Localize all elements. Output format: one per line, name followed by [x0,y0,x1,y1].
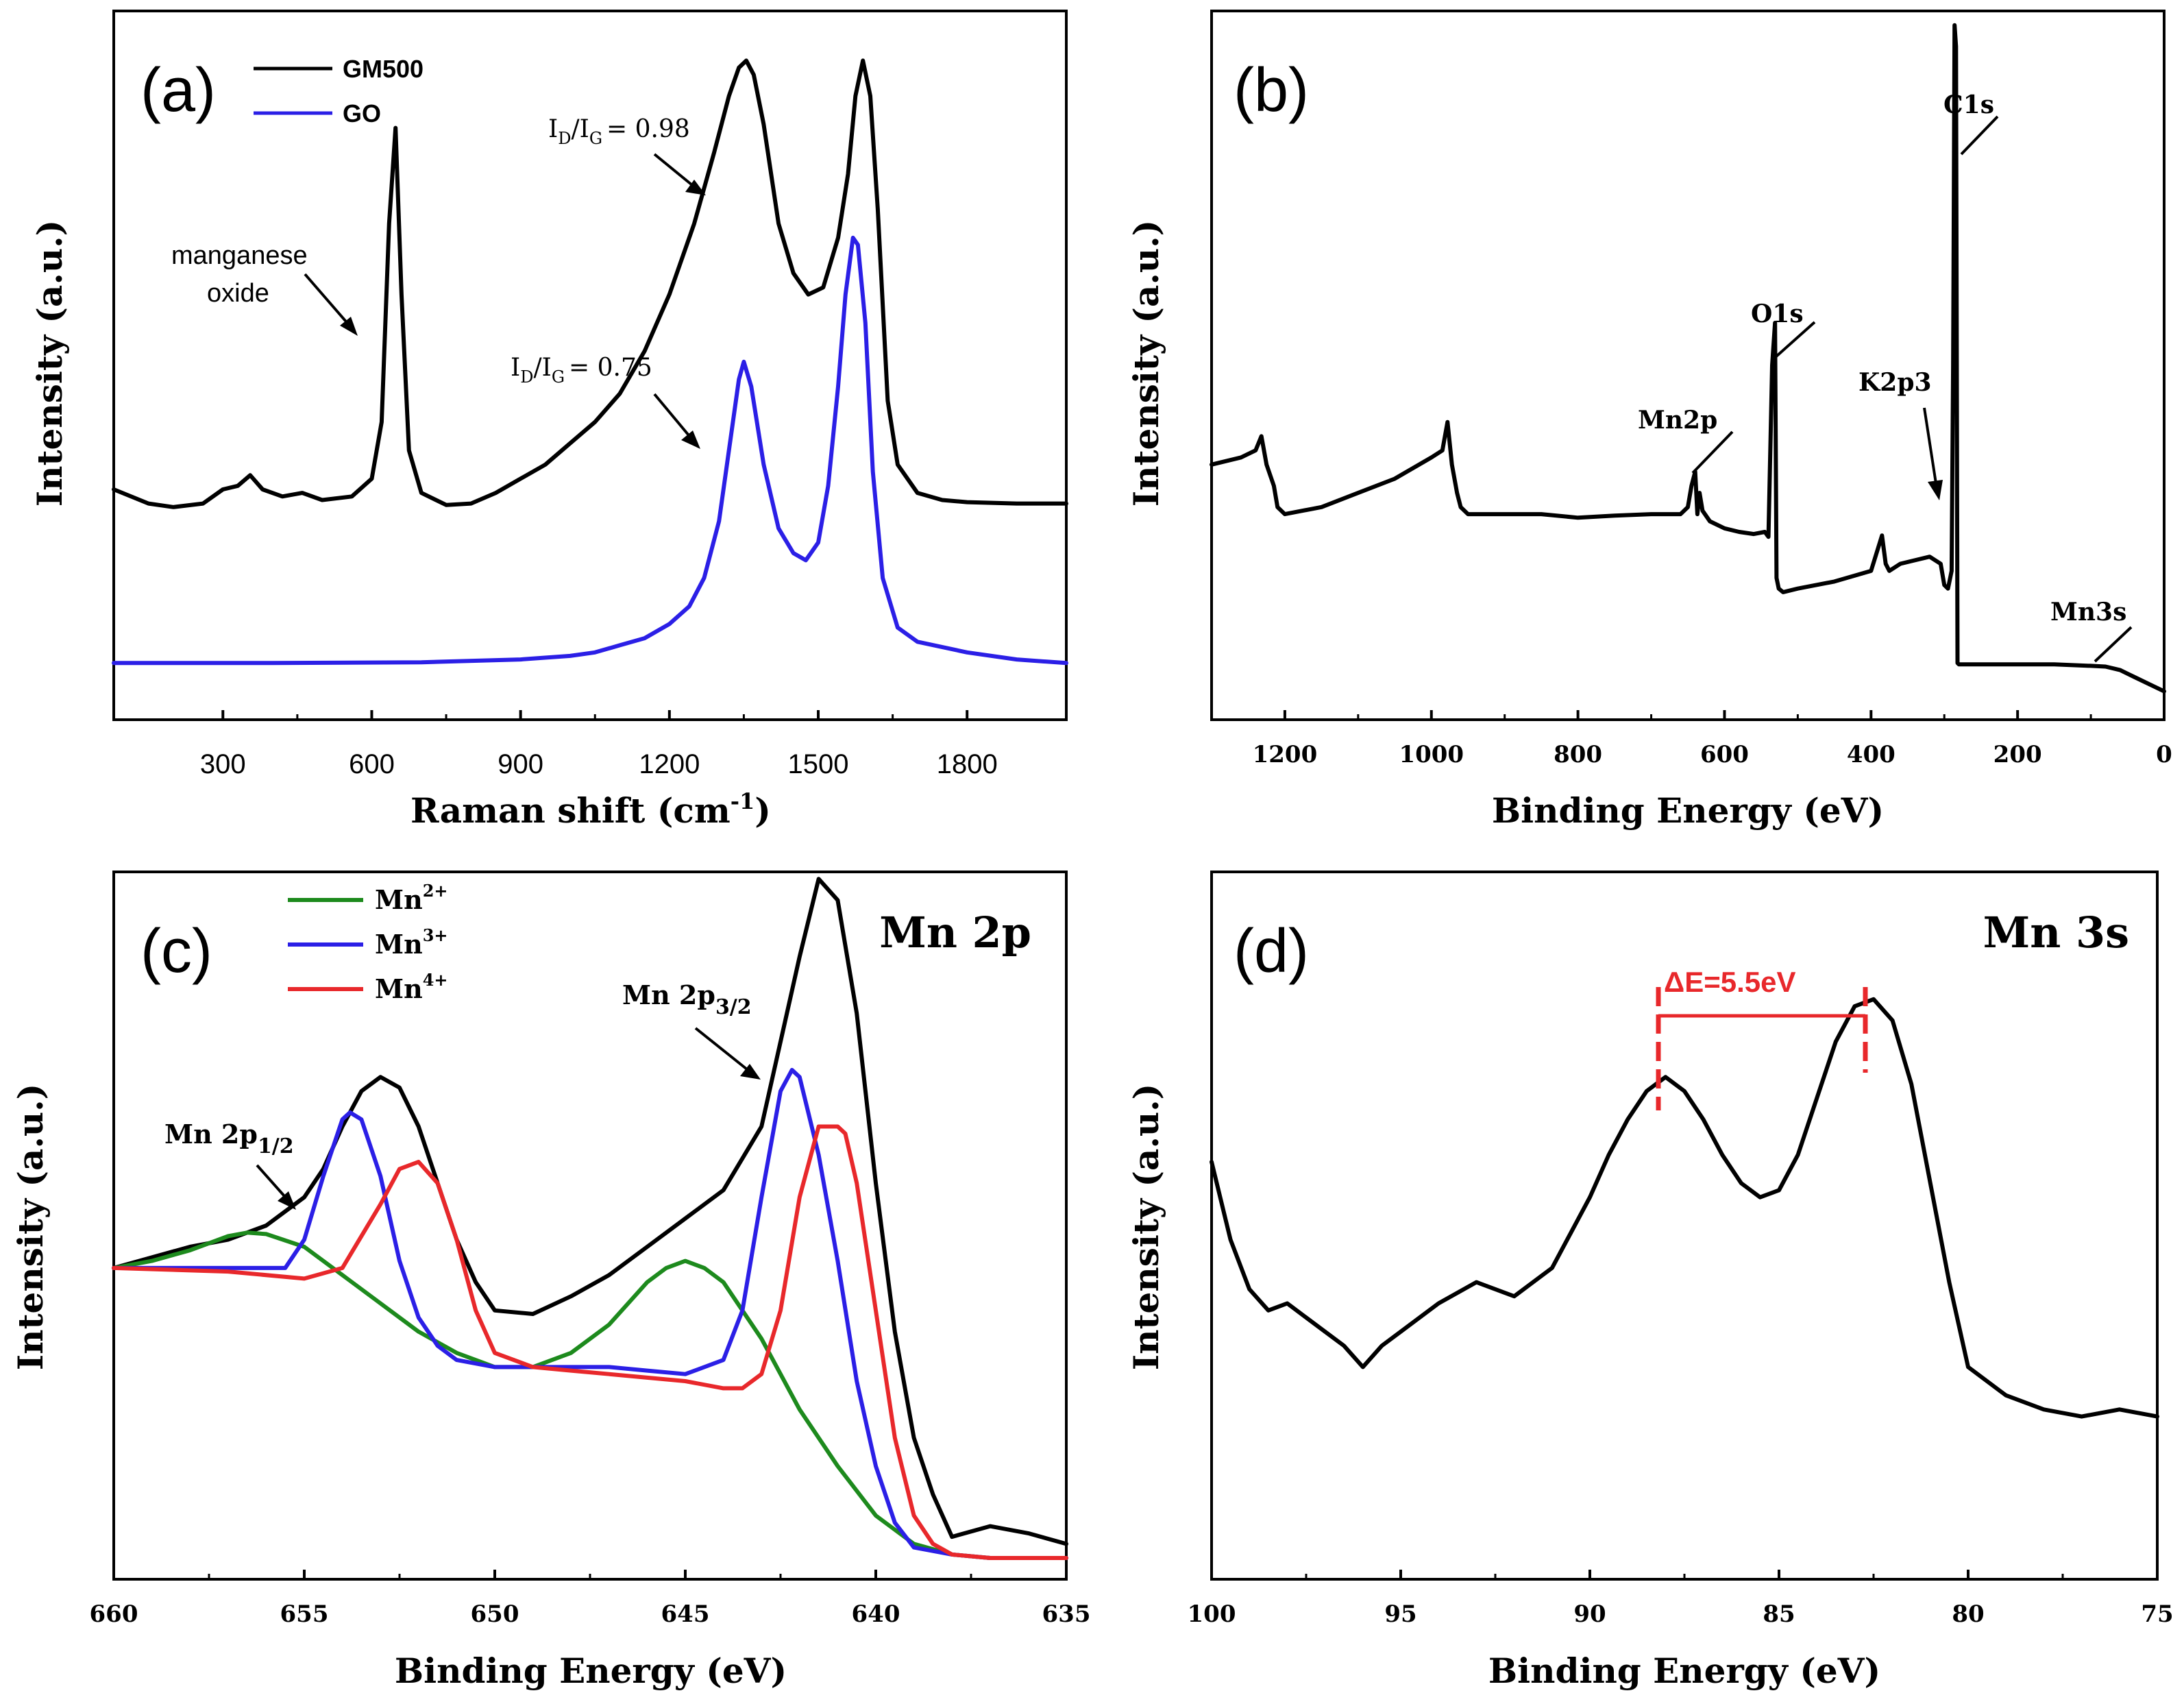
plot-frame-b [1210,10,2165,721]
panel-b: 1200 1000 800 600 400 200 0 (b) C1s O1s Mn2p K… [1126,10,2172,831]
x-tick-label-c: 645 [661,1600,710,1628]
x-tick-label-b: 1000 [1399,741,1464,768]
legend-label-go: GO [343,99,381,127]
x-tick-label-c: 650 [471,1600,519,1628]
x-tick-label-b: 0 [2156,741,2172,768]
legend-label-mn3: Mn3+ [375,925,448,960]
x-tick-label-b: 800 [1554,741,1602,768]
arrowhead-mn2p12 [278,1191,296,1210]
arrowhead-manganese [340,317,358,336]
x-axis-title-b: Binding Energy (eV) [1492,790,1884,831]
x-tick-label-d: 75 [2141,1600,2173,1628]
y-axis-title-a: Intensity (a.u.) [29,220,70,507]
x-tick-label-b: 1200 [1253,741,1318,768]
y-axis-title-d: Intensity (a.u.) [1126,1084,1166,1371]
x-tick-label-d: 85 [1763,1600,1795,1628]
panel-a: 300 600 900 1200 1500 1800 (a) GM500 GO manga… [29,10,1068,831]
plot-frame-a [112,10,1068,721]
series-d [1210,997,2159,1419]
peak-label-o1s: O1s [1751,300,1804,328]
x-ticks-d: 100 95 90 85 80 75 [1188,1570,2174,1628]
annotation-mn2p12: Mn 2p1/2 [164,1119,294,1158]
annotation-oxide: oxide [207,279,269,308]
arrowhead-go-ratio [681,430,700,449]
leader-k2p3 [1923,407,1937,484]
x-tick-label-b: 600 [1700,741,1749,768]
x-ticks-a: 300 600 900 1200 1500 1800 [200,710,998,779]
x-tick-label-b: 200 [1993,741,2042,768]
peak-label-k2p3: K2p3 [1858,368,1932,397]
x-ticks-b: 1200 1000 800 600 400 200 0 [1253,710,2172,768]
series-a [112,58,1068,666]
panel-d: 100 95 90 85 80 75 (d) Mn 3s ΔE=5.5eV Binding… [1126,871,2174,1691]
legend-label-gm500: GM500 [343,55,424,83]
leader-o1s [1775,321,1816,358]
x-tick-label-a: 600 [349,749,395,779]
arrow-mn2p12 [256,1164,286,1197]
x-tick-label-a: 1500 [788,749,849,779]
x-tick-label-c: 640 [852,1600,900,1628]
x-axis-title-c: Binding Energy (eV) [395,1651,787,1691]
x-tick-label-d: 80 [1952,1600,1984,1628]
x-tick-label-a: 1200 [639,749,700,779]
panel-label-a: (a) [140,56,216,125]
ratio-label-go: ID/IG = 0.75 [511,354,652,387]
series-c [112,877,1068,1560]
series-line-mn-3s [1210,997,2159,1419]
panel-title-d: Mn 3s [1983,908,2129,958]
x-tick-label-a: 900 [498,749,543,779]
annotation-manganese: manganese [171,241,308,270]
x-axis-title-a: Raman shift (cm-1) [410,788,771,831]
leader-mn3s [2094,626,2133,663]
x-axis-title-d: Binding Energy (eV) [1488,1651,1880,1691]
annotation-mn2p32: Mn 2p3/2 [622,979,752,1019]
arrow-manganese [304,273,351,327]
series-line-go [112,235,1068,666]
leader-mn2p [1691,430,1734,474]
y-axis-title-c: Intensity (a.u.) [10,1084,51,1371]
delta-e-label: ΔE=5.5eV [1664,966,1796,998]
x-ticks-c: 660 655 650 645 640 635 [90,1570,1091,1628]
panel-title-c: Mn 2p [879,908,1031,958]
x-tick-label-d: 100 [1188,1600,1236,1628]
series-line-mn3- [112,1068,1068,1560]
series-line-gm500 [112,58,1068,509]
panel-label-d: (d) [1234,917,1309,986]
legend-label-mn2: Mn2+ [375,881,448,915]
arrow-go-ratio [653,393,690,437]
x-tick-label-c: 635 [1042,1600,1091,1628]
series-line-xps-survey [1210,23,2166,694]
peak-label-c1s: C1s [1943,90,1994,119]
x-tick-label-c: 660 [90,1600,138,1628]
series-line-envelope [112,877,1068,1546]
x-tick-label-d: 90 [1573,1600,1606,1628]
x-tick-label-c: 655 [280,1600,329,1628]
leader-c1s [1960,115,1999,156]
x-tick-label-a: 1800 [937,749,998,779]
panel-c: 660 655 650 645 640 635 (c) Mn 2p Mn2+ Mn3+ M… [10,871,1091,1691]
arrowhead-mn2p32 [740,1064,761,1080]
series-line-mn2- [112,1230,1068,1560]
y-axis-title-b: Intensity (a.u.) [1126,220,1166,507]
plot-frame-c [112,871,1068,1581]
x-tick-label-d: 95 [1384,1600,1416,1628]
arrow-gm500-ratio [653,153,694,186]
series-b [1210,23,2166,694]
ratio-label-gm500: ID/IG = 0.98 [548,115,690,148]
legend-label-mn4: Mn4+ [375,970,448,1004]
arrowhead-k2p3 [1928,480,1943,500]
peak-label-mn2p: Mn2p [1638,406,1717,435]
peak-label-mn3s: Mn3s [2050,598,2126,626]
x-tick-label-b: 400 [1847,741,1895,768]
panel-label-b: (b) [1234,56,1309,125]
arrowhead-gm500-ratio [685,180,706,195]
series-line-mn4- [112,1124,1068,1560]
panel-label-c: (c) [140,917,212,986]
arrow-mn2p32 [694,1027,748,1071]
x-tick-label-a: 300 [200,749,246,779]
